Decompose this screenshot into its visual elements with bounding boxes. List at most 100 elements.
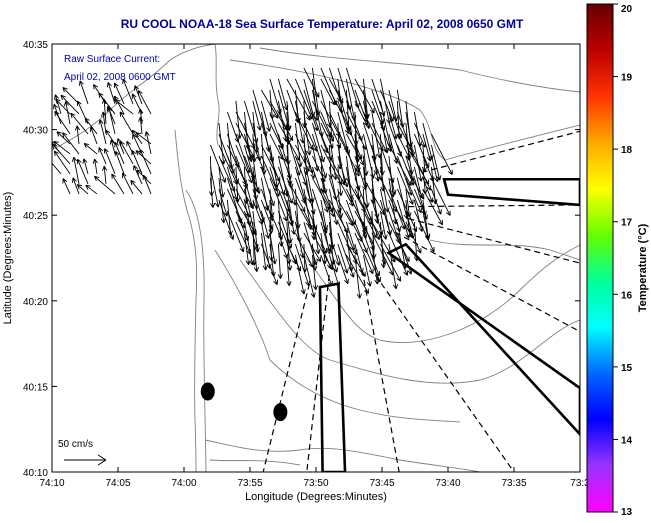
current-arrow bbox=[422, 188, 443, 226]
current-arrow bbox=[277, 243, 283, 279]
current-arrow bbox=[139, 149, 152, 175]
current-arrow bbox=[122, 78, 134, 105]
current-arrow bbox=[54, 94, 62, 115]
current-arrow bbox=[235, 100, 243, 139]
current-arrow bbox=[405, 221, 422, 254]
contour-north-outer bbox=[259, 47, 580, 93]
marker-dots bbox=[200, 382, 288, 422]
current-arrow bbox=[130, 179, 143, 195]
current-arrow bbox=[286, 188, 296, 235]
radar-beam bbox=[374, 274, 515, 472]
radar-beam bbox=[306, 275, 330, 472]
current-arrow bbox=[294, 254, 306, 295]
current-arrow bbox=[56, 131, 71, 145]
current-arrow bbox=[52, 143, 71, 165]
contour-mid bbox=[239, 259, 580, 384]
radar-box bbox=[442, 177, 580, 207]
colorbar-tick-label: 19 bbox=[621, 73, 633, 84]
colorbar-label: Temperature (°C) bbox=[637, 223, 649, 312]
legend-line-1: Raw Surface Current: bbox=[64, 54, 160, 65]
current-arrow bbox=[413, 155, 432, 191]
radar-beam bbox=[408, 204, 580, 208]
current-arrow bbox=[103, 148, 116, 175]
radar-box bbox=[386, 242, 580, 437]
current-arrow bbox=[235, 144, 253, 184]
current-arrow bbox=[114, 141, 125, 165]
current-arrow bbox=[337, 243, 349, 274]
current-arrow bbox=[209, 166, 220, 208]
current-arrow bbox=[362, 254, 372, 287]
current-arrow bbox=[388, 232, 409, 276]
current-arrow bbox=[286, 199, 294, 227]
x-axis-label: Longitude (Degrees:Minutes) bbox=[245, 491, 387, 503]
current-arrow bbox=[209, 177, 216, 208]
legend-line-2: April 02, 2008 0600 GMT bbox=[64, 72, 176, 83]
chart-title: RU COOL NOAA-18 Sea Surface Temperature:… bbox=[121, 17, 524, 31]
current-arrow bbox=[111, 173, 125, 195]
current-arrow bbox=[260, 210, 271, 239]
x-axis: 74:10 74:05 74:00 73:55 73:50 73:45 73:40 73:35… bbox=[39, 44, 590, 489]
current-arrow bbox=[354, 254, 362, 299]
current-arrow bbox=[380, 243, 402, 282]
current-arrow bbox=[379, 210, 388, 240]
current-arrow bbox=[74, 125, 81, 144]
current-arrow bbox=[413, 210, 435, 253]
current-arrow bbox=[320, 243, 332, 269]
current-arrow bbox=[60, 94, 80, 115]
current-arrow bbox=[218, 122, 226, 165]
y-tick-label: 40:25 bbox=[23, 211, 48, 222]
current-arrow bbox=[303, 254, 316, 298]
scale-arrow bbox=[64, 454, 107, 466]
current-arrow bbox=[260, 232, 268, 271]
current-arrow bbox=[388, 243, 398, 290]
x-tick-label: 73:3 bbox=[570, 478, 590, 489]
current-arrow bbox=[70, 112, 89, 135]
current-arrow bbox=[52, 112, 53, 114]
current-arrow bbox=[243, 177, 254, 208]
y-tick-label: 40:10 bbox=[23, 468, 48, 479]
coastline-hook bbox=[214, 44, 220, 146]
current-arrow bbox=[294, 243, 310, 286]
current-arrow bbox=[430, 133, 453, 175]
current-arrow bbox=[405, 177, 422, 214]
current-arrow bbox=[52, 122, 53, 124]
x-tick-label: 74:10 bbox=[39, 478, 64, 489]
current-arrow bbox=[371, 111, 382, 159]
contour-south-2 bbox=[209, 459, 301, 466]
radar-beam bbox=[361, 269, 400, 472]
current-arrow bbox=[131, 150, 143, 175]
current-arrow bbox=[133, 165, 143, 185]
colorbar-tick-label: 15 bbox=[621, 363, 633, 374]
current-arrow bbox=[379, 199, 392, 236]
x-tick-label: 73:50 bbox=[303, 478, 328, 489]
current-arrow bbox=[52, 162, 53, 164]
current-arrow bbox=[113, 82, 125, 105]
current-arrow bbox=[218, 177, 226, 224]
x-tick-label: 74:05 bbox=[105, 478, 130, 489]
plot-background bbox=[52, 44, 580, 472]
current-arrow bbox=[328, 243, 339, 273]
current-arrow bbox=[243, 232, 251, 266]
current-arrow bbox=[311, 210, 321, 255]
current-arrow bbox=[311, 254, 319, 291]
colorbar-tick-label: 18 bbox=[621, 145, 633, 156]
scale-label: 50 cm/s bbox=[58, 439, 93, 450]
current-arrow bbox=[422, 133, 432, 162]
current-arrow bbox=[320, 254, 333, 287]
current-arrow bbox=[286, 254, 292, 287]
radar-beam bbox=[262, 283, 310, 472]
current-arrow bbox=[303, 232, 322, 262]
current-arrow bbox=[137, 90, 152, 115]
current-arrow bbox=[226, 199, 233, 236]
current-arrow bbox=[345, 232, 354, 272]
x-tick-label: 73:55 bbox=[237, 478, 262, 489]
current-arrow bbox=[388, 166, 397, 195]
current-arrow bbox=[328, 133, 338, 181]
current-arrow bbox=[53, 103, 62, 125]
current-arrow bbox=[53, 150, 71, 175]
current-arrow bbox=[252, 210, 260, 253]
current-arrow bbox=[76, 184, 89, 195]
current-arrow bbox=[72, 156, 80, 185]
current-arrow bbox=[269, 177, 288, 222]
